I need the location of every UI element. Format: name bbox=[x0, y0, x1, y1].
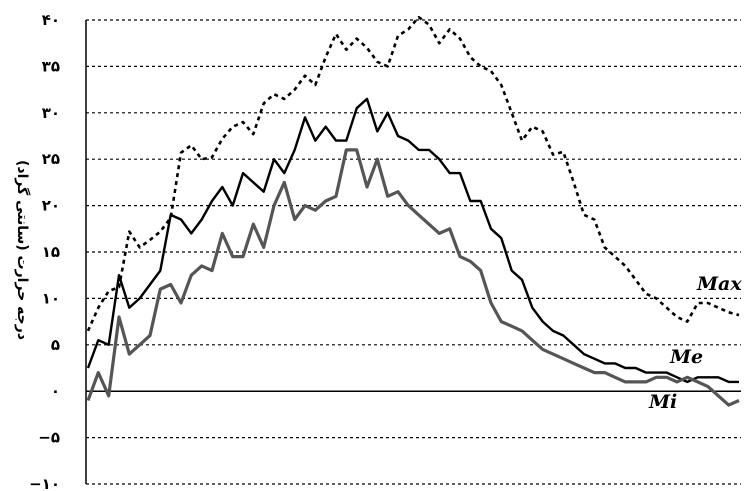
y-axis-label: درجه حرارت (سانتی گراد) bbox=[14, 160, 31, 340]
y-tick-labels: ۴۰ ۳۵ ۳۰ ۲۵ ۲۰ ۱۵ ۱۰ ۵ ۰ −۵ −۱۰ bbox=[29, 11, 60, 491]
series-label-max: Max bbox=[696, 273, 742, 295]
series-line-mi bbox=[86, 148, 740, 407]
y-tick-label: ۲۰ bbox=[42, 197, 60, 215]
y-tick-label: ۱۵ bbox=[42, 243, 60, 261]
gridlines bbox=[86, 19, 741, 485]
series-label-me: Me bbox=[669, 346, 703, 368]
y-tick-label: ۵ bbox=[51, 336, 60, 354]
series-lines bbox=[86, 15, 740, 407]
y-tick-label: ۴۰ bbox=[42, 11, 60, 29]
series-label-mi: Mi bbox=[648, 391, 677, 413]
y-tick-label: ۳۰ bbox=[42, 104, 60, 122]
series-line-me bbox=[86, 97, 739, 384]
y-tick-label: ۰ bbox=[51, 382, 60, 400]
series-line-max bbox=[86, 15, 740, 332]
y-tick-label: −۱۰ bbox=[29, 475, 60, 491]
y-tick-label: ۱۰ bbox=[42, 289, 60, 307]
y-tick-label: ۲۵ bbox=[42, 150, 60, 168]
y-tick-label: ۳۵ bbox=[42, 57, 60, 75]
y-tick-label: −۵ bbox=[38, 429, 60, 447]
